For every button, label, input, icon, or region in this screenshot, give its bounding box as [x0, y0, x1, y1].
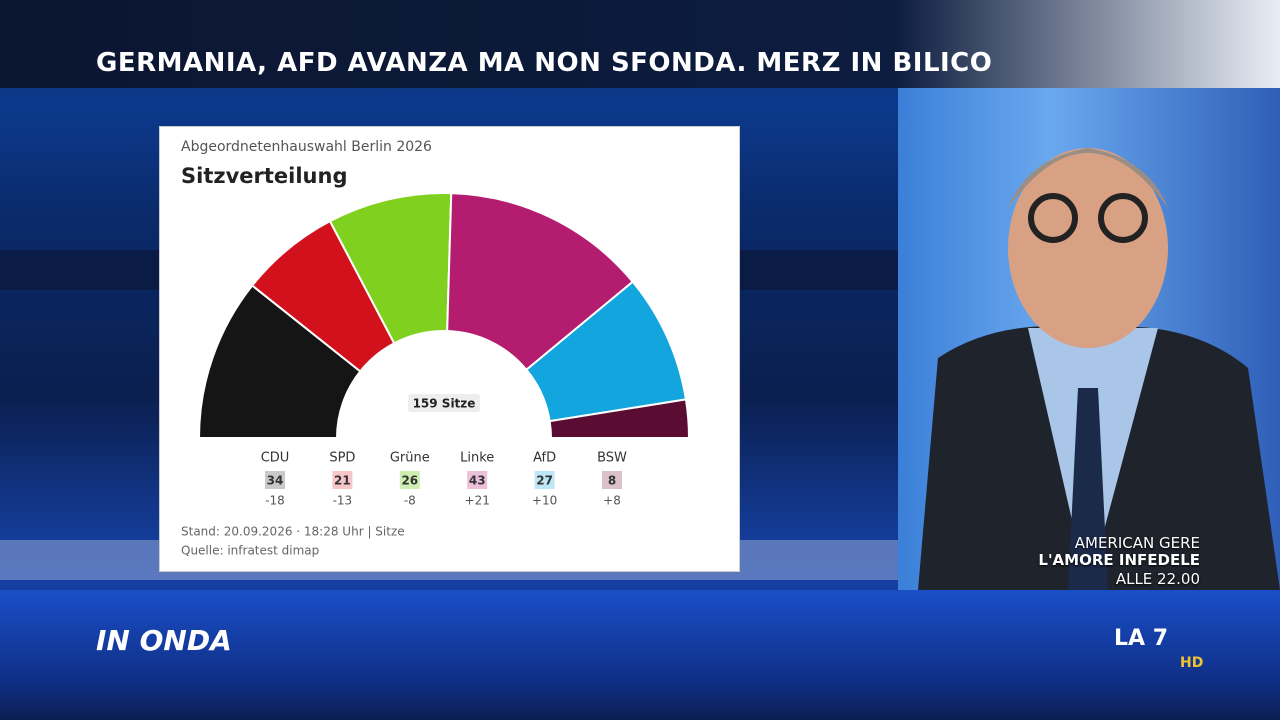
center-label: 159 Sitze: [413, 397, 476, 411]
seat-segment: [446, 192, 635, 372]
seat-box: [602, 471, 622, 489]
seat-change: +21: [465, 494, 490, 508]
chart-title: Sitzverteilung: [181, 164, 347, 188]
legend-name: Linke: [460, 451, 494, 466]
legend-name: SPD: [329, 451, 355, 466]
promo-line: L'AMORE INFEDELE: [1038, 551, 1200, 569]
legend-name: BSW: [597, 451, 627, 466]
chart-note: Stand: 20.09.2026 · 18:28 Uhr | Sitze: [181, 525, 405, 539]
seat-change: -13: [333, 494, 353, 508]
seat-box: [534, 471, 555, 489]
seat-count: 21: [334, 474, 351, 488]
legend-name: AfD: [533, 451, 556, 466]
seat-change: +8: [603, 494, 621, 508]
seat-count: 26: [401, 474, 418, 488]
video-illustration: [918, 148, 1280, 590]
seat-count: 34: [267, 474, 284, 488]
channel-hd: HD: [1180, 655, 1204, 671]
seat-count: 8: [608, 474, 616, 488]
seat-box: [399, 471, 420, 489]
chart-card: Abgeordnetenhauswahl Berlin 2026 Sitzver…: [159, 126, 740, 572]
seat-box: [467, 471, 488, 489]
show-logo: IN ONDA: [96, 624, 232, 657]
seat-box: [265, 471, 285, 489]
headline-bar: [0, 0, 1280, 88]
chart-source: Quelle: infratest dimap: [181, 544, 319, 558]
center-label-bg: [408, 394, 480, 412]
channel-logo: LA 7: [1114, 626, 1169, 651]
seat-count: 27: [536, 474, 553, 488]
promo-line: AMERICAN GERE: [1074, 534, 1200, 552]
bottom-bar: [0, 590, 1280, 720]
promo-line: ALLE 22.00: [1115, 570, 1200, 588]
seat-count: 43: [469, 474, 486, 488]
legend-name: Grüne: [390, 451, 430, 466]
seat-box: [332, 471, 353, 489]
legend-name: CDU: [261, 451, 290, 466]
seat-change: -18: [265, 494, 285, 508]
chart-subtitle: Abgeordnetenhauswahl Berlin 2026: [181, 139, 432, 155]
seat-change: -8: [404, 494, 416, 508]
seat-change: +10: [532, 494, 557, 508]
headline: GERMANIA, AFD AVANZA MA NON SFONDA. MERZ…: [96, 48, 993, 78]
seat-segment: [548, 398, 691, 439]
chart: Abgeordnetenhauswahl Berlin 2026 Sitzver…: [181, 139, 691, 558]
video-feed: [898, 88, 1280, 590]
